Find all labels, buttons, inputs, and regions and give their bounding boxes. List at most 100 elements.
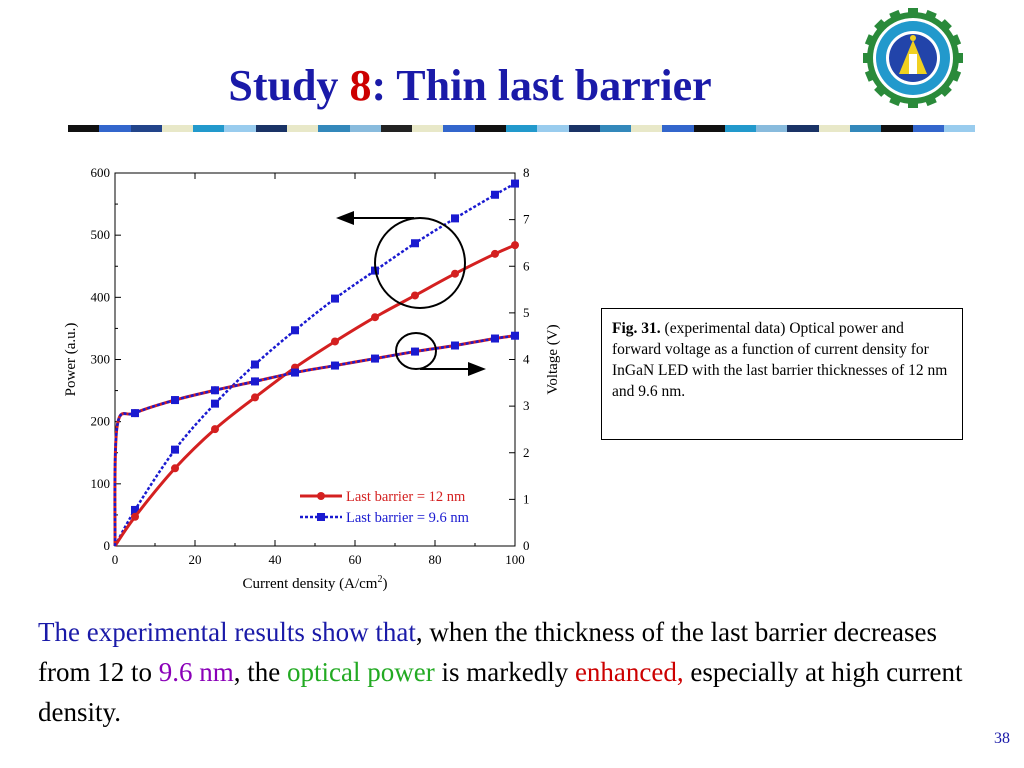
x-axis-label-sup: 2	[377, 574, 382, 585]
data-point-circle	[371, 313, 379, 322]
data-point-square	[291, 368, 299, 377]
body-part-5: optical power	[287, 657, 435, 687]
data-point-circle	[511, 241, 519, 250]
title-bar-segment	[693, 125, 725, 132]
title-underline-bar	[68, 125, 976, 132]
data-point-square	[511, 179, 519, 188]
body-part-6: is markedly	[434, 657, 575, 687]
data-point-circle	[211, 425, 219, 434]
title-bar-segment	[818, 125, 851, 132]
legend-marker-square	[317, 513, 325, 521]
title-bar-segment	[224, 125, 256, 132]
data-point-square	[451, 341, 459, 350]
y-left-tick-label: 0	[104, 538, 111, 553]
title-bar-segment	[662, 125, 694, 132]
title-bar-segment	[537, 125, 569, 132]
left-arrow-head	[336, 211, 354, 225]
title-bar-segment	[943, 125, 976, 132]
data-point-square	[511, 331, 519, 340]
data-point-circle	[451, 269, 459, 278]
y-left-tick-label: 400	[91, 289, 111, 304]
x-tick-label: 100	[505, 552, 525, 567]
data-point-circle	[491, 249, 499, 258]
body-part-8: especially at high current density.	[38, 657, 963, 727]
title-bar-segment	[412, 125, 444, 132]
y-left-tick-label: 600	[91, 165, 111, 180]
x-tick-label: 0	[112, 552, 119, 567]
data-point-square	[331, 361, 339, 370]
data-point-square	[211, 386, 219, 395]
x-axis-label-main: Current density (A/cm	[243, 576, 378, 592]
legend-label: Last barrier = 12 nm	[346, 489, 466, 505]
y-right-tick-label: 0	[523, 538, 530, 553]
figure-caption: Fig. 31. (experimental data) Optical pow…	[601, 308, 963, 440]
title-bar-segment	[68, 125, 100, 132]
title-prefix: Study	[228, 61, 350, 110]
y-right-tick-label: 8	[523, 165, 530, 180]
data-point-square	[251, 360, 259, 369]
power-highlight-circle	[374, 217, 466, 309]
data-point-circle	[251, 393, 259, 402]
data-point-square	[411, 239, 419, 248]
data-point-square	[491, 190, 499, 199]
y-left-tick-label: 500	[91, 227, 111, 242]
data-point-square	[251, 377, 259, 386]
data-point-circle	[331, 337, 339, 346]
data-point-square	[211, 399, 219, 408]
data-point-square	[451, 214, 459, 223]
y-right-tick-label: 7	[523, 212, 530, 227]
title-bar-segment	[756, 125, 788, 132]
title-bar-segment	[349, 125, 381, 132]
body-part-4: , the	[233, 657, 288, 687]
title-bar-segment	[99, 125, 131, 132]
title-bar-segment	[881, 125, 913, 132]
right-arrow-head	[468, 362, 486, 376]
voltage-highlight-circle	[395, 332, 437, 370]
title-bar-segment	[505, 125, 538, 132]
body-part-2: , when the thickness of the last barrier…	[38, 617, 937, 687]
x-tick-label: 20	[189, 552, 202, 567]
title-bar-segment	[631, 125, 663, 132]
data-point-square	[171, 445, 179, 454]
body-part-1: The experimental results show that	[38, 617, 416, 647]
data-point-square	[131, 409, 139, 418]
title-suffix: : Thin last barrier	[371, 61, 712, 110]
university-seal-icon	[863, 8, 963, 108]
title-bar-segment	[318, 125, 350, 132]
x-tick-label: 80	[429, 552, 442, 567]
y-right-tick-label: 2	[523, 445, 530, 460]
title-bar-segment	[255, 125, 287, 132]
title-bar-segment	[161, 125, 194, 132]
title-bar-segment	[724, 125, 757, 132]
x-tick-label: 60	[349, 552, 362, 567]
x-axis-label-end: )	[382, 576, 387, 592]
y-right-tick-label: 4	[523, 352, 530, 367]
y-right-tick-label: 6	[523, 258, 530, 273]
page-number: 38	[994, 730, 1010, 747]
data-point-square	[131, 505, 139, 514]
title-bar-segment	[568, 125, 600, 132]
x-tick-label: 40	[269, 552, 282, 567]
y-right-tick-label: 5	[523, 305, 530, 320]
title-bar-segment	[474, 125, 506, 132]
title-bar-segment	[850, 125, 882, 132]
data-point-square	[171, 396, 179, 405]
data-point-square	[491, 334, 499, 343]
y-right-tick-label: 1	[523, 491, 530, 506]
y-right-axis-label: Voltage (V)	[545, 324, 561, 394]
caption-label: Fig. 31.	[612, 320, 661, 337]
slide-title: Study 8: Thin last barrier	[0, 60, 940, 112]
series-line-right-9-6nm	[113, 334, 516, 547]
title-bar-segment	[599, 125, 632, 132]
caption-text: (experimental data) Optical power and fo…	[612, 320, 948, 400]
title-bar-segment	[443, 125, 475, 132]
conclusion-text: The experimental results show that, when…	[38, 612, 988, 732]
title-number: 8	[349, 61, 372, 110]
body-part-7: enhanced,	[574, 657, 684, 687]
title-bar-segment	[193, 125, 225, 132]
legend-label: Last barrier = 9.6 nm	[346, 510, 470, 526]
title-bar-segment	[286, 125, 319, 132]
y-right-tick-label: 3	[523, 398, 530, 413]
title-bar-segment	[130, 125, 162, 132]
title-bar-segment	[912, 125, 944, 132]
